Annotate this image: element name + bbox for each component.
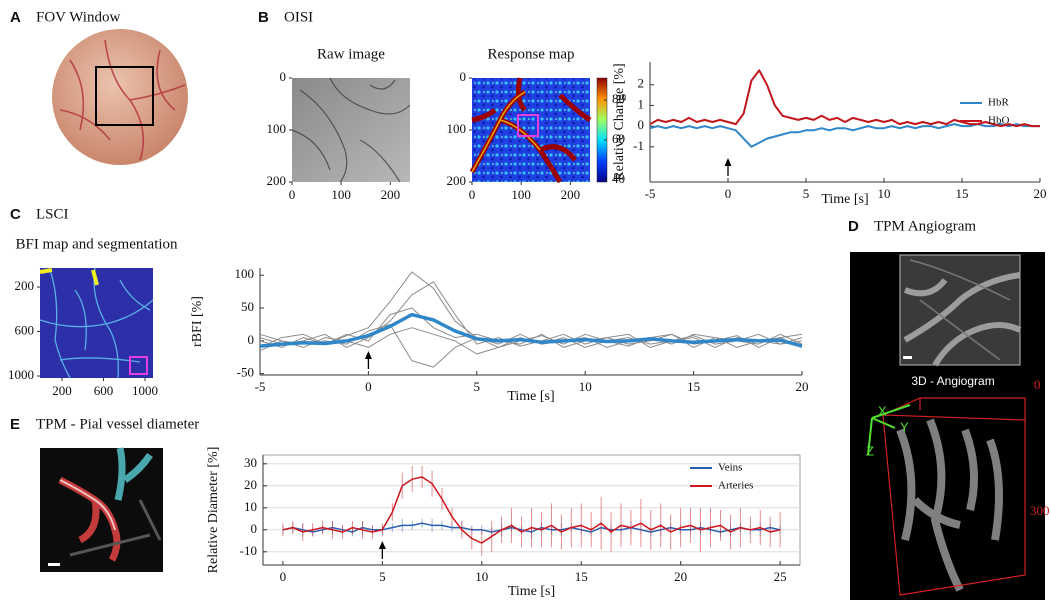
- y-axis-label: rBFI [%]: [190, 296, 205, 347]
- response-map-image: [469, 77, 608, 184]
- colorbar-tick-label: 40: [612, 171, 625, 186]
- axis-name: Z: [866, 443, 874, 458]
- x-tick-label: 0: [365, 379, 372, 394]
- x-tick-label: 15: [687, 379, 700, 394]
- y-tick-label: -10: [240, 543, 257, 558]
- y-axis-label: Relative Diameter [%]: [206, 447, 221, 574]
- x-tick-label: 200: [381, 187, 401, 202]
- y-tick-label: 200: [267, 173, 287, 188]
- x-tick-label: 100: [511, 187, 531, 202]
- x-tick-label: 0: [280, 569, 287, 584]
- y-tick-label: -50: [237, 365, 254, 380]
- legend-label: Arteries: [718, 480, 753, 492]
- y-tick-label: 0: [248, 332, 255, 347]
- x-tick-label: 20: [674, 569, 687, 584]
- y-tick-label: 20: [244, 477, 257, 492]
- x-tick-label: 0: [469, 187, 476, 202]
- series-line: [282, 476, 781, 544]
- fov-image: [52, 29, 188, 165]
- legend-label: HbO: [988, 115, 1009, 127]
- x-tick-label: 0: [289, 187, 296, 202]
- y-tick-label: 1: [638, 96, 645, 111]
- raw-image: [291, 77, 411, 183]
- y-tick-label: 0: [460, 69, 467, 84]
- x-tick-label: 10: [878, 186, 891, 201]
- x-tick-label: 25: [774, 569, 787, 584]
- x-tick-label: 10: [475, 569, 488, 584]
- stimulus-arrowhead: [364, 351, 372, 359]
- series-line: [259, 324, 803, 368]
- x-tick-label: 200: [52, 383, 72, 398]
- x-tick-label: 20: [796, 379, 809, 394]
- depth-tick-label: 300: [1030, 503, 1050, 518]
- x-tick-label: 5: [803, 186, 810, 201]
- y-tick-label: 10: [244, 499, 257, 514]
- series-line: [649, 123, 1040, 148]
- x-axis-label: Time [s]: [821, 192, 868, 207]
- depth-tick-label: 0: [1034, 377, 1041, 392]
- y-tick-label: 100: [235, 266, 255, 281]
- panel-letter: C: [10, 206, 21, 223]
- angiogram-image: 3D - Angiogram X Y Z 0 300: [850, 252, 1050, 600]
- panel-letter: E: [10, 416, 20, 433]
- x-tick-label: 5: [379, 569, 386, 584]
- y-tick-label: 0: [638, 117, 645, 132]
- y-tick-label: 0: [251, 521, 258, 536]
- axis-name: X: [878, 403, 887, 418]
- y-tick-label: 200: [15, 278, 35, 293]
- colorbar-tick-label: 80: [612, 91, 625, 106]
- angiogram-3d-title: 3D - Angiogram: [911, 374, 994, 388]
- y-tick-label: 100: [447, 121, 467, 136]
- x-tick-label: 1000: [132, 383, 158, 398]
- x-axis-label: Time [s]: [507, 389, 554, 404]
- series-line: [259, 312, 803, 348]
- y-tick-label: 100: [267, 121, 287, 136]
- x-tick-label: -5: [255, 379, 266, 394]
- y-tick-label: 600: [15, 322, 35, 337]
- legend-label: HbR: [988, 97, 1009, 109]
- x-tick-label: 20: [1034, 186, 1047, 201]
- image-title: Raw image: [317, 46, 385, 62]
- stimulus-arrowhead: [378, 541, 386, 549]
- y-tick-label: 2: [638, 76, 645, 91]
- x-tick-label: 15: [956, 186, 969, 201]
- y-tick-label: 0: [280, 69, 287, 84]
- colorbar-tick-label: 60: [612, 131, 625, 146]
- panel-title: TPM - Pial vessel diameter: [36, 416, 199, 432]
- bfi-image: [39, 267, 154, 379]
- y-tick-label: 200: [447, 173, 467, 188]
- x-tick-label: 200: [561, 187, 581, 202]
- x-axis-label: Time [s]: [508, 584, 555, 599]
- panel-title: TPM Angiogram: [874, 218, 976, 234]
- y-axis-label: Relative Change [%]: [612, 63, 627, 180]
- y-tick-label: 1000: [8, 367, 34, 382]
- x-tick-label: 600: [94, 383, 114, 398]
- x-tick-label: 10: [579, 379, 592, 394]
- y-tick-label: 50: [241, 299, 254, 314]
- x-tick-label: -5: [645, 186, 656, 201]
- image-title: BFI map and segmentation: [15, 236, 178, 252]
- panel-letter: A: [10, 9, 21, 26]
- panel-letter: D: [848, 218, 859, 235]
- panel-title: LSCI: [36, 206, 69, 222]
- y-tick-label: 30: [244, 455, 257, 470]
- panel-title: FOV Window: [36, 9, 120, 25]
- image-title: Response map: [487, 46, 574, 62]
- y-tick-label: -1: [633, 138, 644, 153]
- panel-title: OISI: [284, 9, 313, 25]
- series-line: [649, 69, 1040, 128]
- panel-letter: B: [258, 9, 269, 26]
- x-tick-label: 15: [575, 569, 588, 584]
- tpm-image: [40, 447, 163, 572]
- x-tick-label: 5: [474, 379, 481, 394]
- stimulus-arrowhead: [724, 158, 732, 166]
- legend-label: Veins: [718, 462, 742, 474]
- series-line: [259, 271, 803, 348]
- axis-name: Y: [900, 419, 909, 434]
- x-tick-label: 100: [331, 187, 351, 202]
- x-tick-label: 0: [725, 186, 732, 201]
